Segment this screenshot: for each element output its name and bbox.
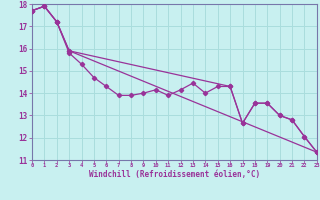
- X-axis label: Windchill (Refroidissement éolien,°C): Windchill (Refroidissement éolien,°C): [89, 170, 260, 179]
